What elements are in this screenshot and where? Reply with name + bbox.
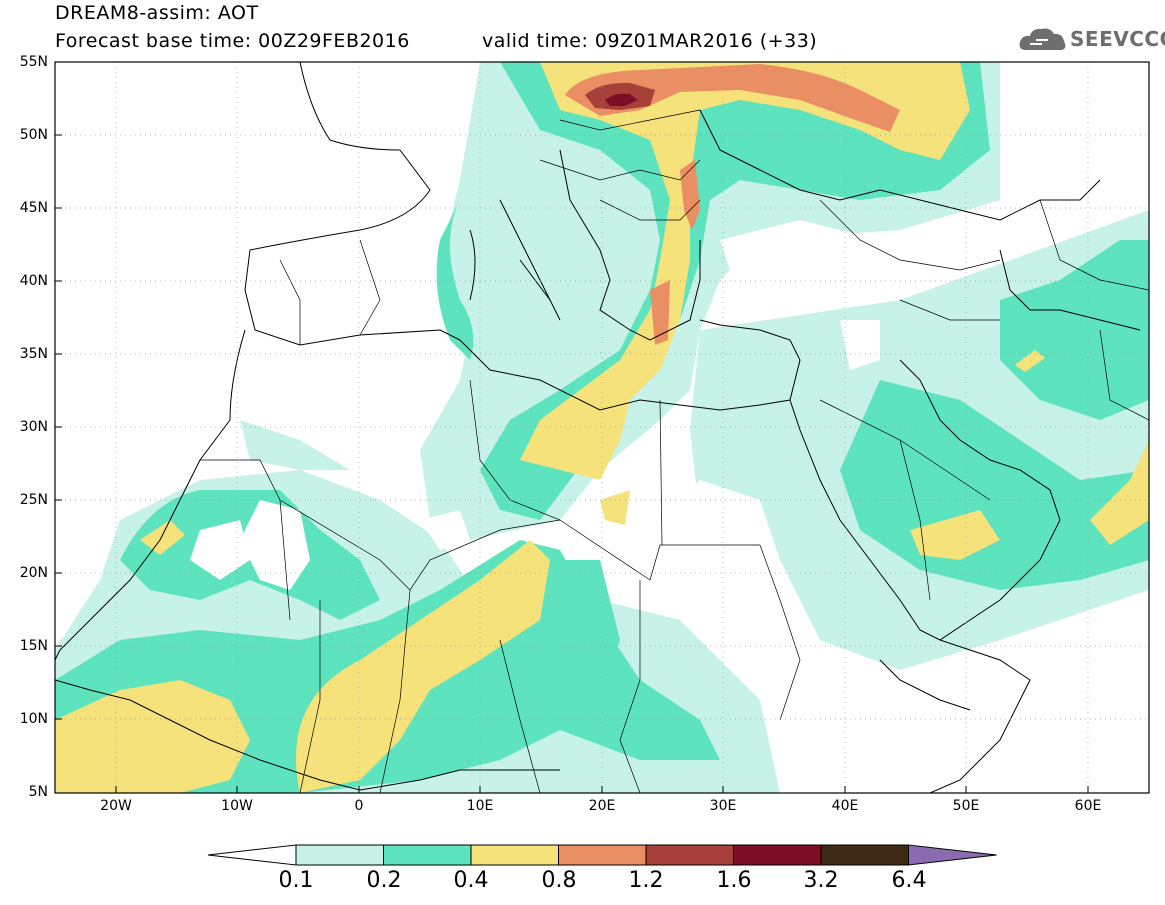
- colorbar-label: 3.2: [803, 868, 839, 893]
- lon-label: 40E: [831, 798, 859, 814]
- colorbar-label: 0.2: [366, 868, 402, 893]
- aot-contour-0.8: [565, 64, 900, 345]
- colorbar-label: 0.4: [453, 868, 489, 893]
- aot-contour-0.4: [55, 62, 1149, 793]
- colorbar-label: 1.2: [628, 868, 664, 893]
- lon-label: 20W: [100, 798, 132, 814]
- lon-label: 10E: [466, 798, 494, 814]
- lon-label: 10W: [221, 798, 253, 814]
- lat-label: 5N: [28, 784, 48, 800]
- forecast-base-time: Forecast base time: 00Z29FEB2016: [55, 30, 410, 52]
- lat-label: 25N: [19, 492, 48, 508]
- aot-contour-1.2: [585, 82, 655, 110]
- lon-label: 50E: [952, 798, 980, 814]
- colorbar-label: 0.8: [541, 868, 577, 893]
- lat-label: 55N: [19, 54, 48, 70]
- lon-label: 60E: [1074, 798, 1102, 814]
- coastlines: [55, 62, 1141, 793]
- lat-lon-grid: [55, 62, 1149, 793]
- colorbar-label: 6.4: [891, 868, 927, 893]
- lat-label: 50N: [19, 127, 48, 143]
- lat-label: 40N: [19, 273, 48, 289]
- lat-label: 30N: [19, 419, 48, 435]
- logo-text: SEEVCCC: [1070, 27, 1165, 51]
- lon-label: 20E: [588, 798, 616, 814]
- lon-label: 0: [354, 798, 364, 814]
- lat-label: 35N: [19, 346, 48, 362]
- lat-label: 20N: [19, 565, 48, 581]
- country-borders: [200, 109, 1149, 793]
- lat-label: 45N: [19, 200, 48, 216]
- valid-time: valid time: 09Z01MAR2016 (+33): [482, 30, 818, 52]
- colorbar-label: 1.6: [716, 868, 752, 893]
- lat-label: 10N: [19, 711, 48, 727]
- colorbar-label: 0.1: [278, 868, 314, 893]
- map-title: DREAM8-assim: AOT: [55, 2, 259, 24]
- lon-label: 30E: [709, 798, 737, 814]
- axis-ticks: [55, 134, 1089, 793]
- aot-contour-low: [190, 220, 880, 640]
- lat-label: 15N: [19, 638, 48, 654]
- cloud-logo-icon: [1019, 28, 1066, 50]
